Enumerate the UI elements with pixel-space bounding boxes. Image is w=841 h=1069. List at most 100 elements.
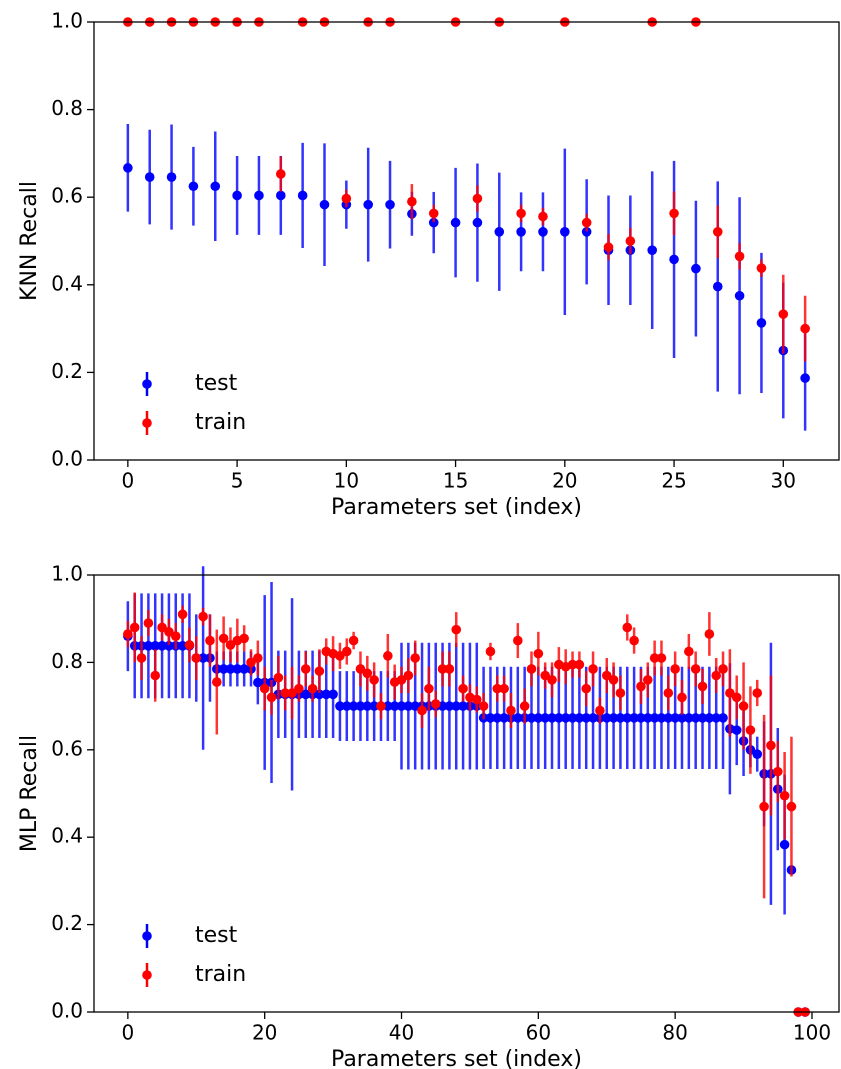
point (697, 713, 708, 723)
point (123, 629, 133, 639)
point (450, 217, 461, 228)
y-tick-label: 0.4 (51, 271, 83, 295)
point (779, 839, 790, 850)
point (123, 163, 133, 173)
point (300, 664, 311, 674)
point (663, 713, 674, 723)
point (355, 664, 366, 674)
point (656, 713, 667, 723)
point (574, 713, 585, 723)
point (492, 683, 503, 694)
point (297, 190, 308, 201)
point (396, 675, 407, 685)
x-axis-label: Parameters set (index) (331, 1047, 582, 1069)
point (533, 713, 544, 723)
y-tick-label: 0.0 (51, 999, 83, 1023)
point (362, 668, 373, 679)
point (383, 651, 393, 661)
point (656, 653, 667, 663)
point (218, 633, 229, 644)
point (756, 318, 767, 328)
point (499, 683, 509, 694)
point (513, 713, 523, 723)
point (540, 670, 550, 681)
point (647, 245, 658, 255)
point (188, 181, 199, 192)
point (385, 199, 395, 210)
point (629, 635, 639, 646)
point (494, 227, 505, 237)
point (704, 713, 715, 723)
point (625, 236, 636, 246)
point (253, 677, 263, 688)
point (595, 705, 605, 716)
y-tick-label: 0.2 (51, 911, 83, 935)
point (458, 683, 468, 694)
point (684, 646, 694, 657)
point (341, 193, 352, 204)
point (588, 713, 598, 723)
point (348, 635, 359, 646)
point (417, 705, 427, 716)
point (574, 659, 585, 670)
point (684, 713, 694, 723)
point (287, 688, 297, 698)
point (567, 713, 578, 723)
point (538, 227, 548, 237)
point (314, 666, 325, 676)
legend-box (110, 358, 270, 450)
point (718, 664, 728, 674)
point (731, 725, 742, 735)
point (669, 208, 679, 219)
point (636, 681, 646, 692)
x-tick-label: 20 (552, 469, 577, 493)
point (485, 646, 496, 657)
point (273, 672, 284, 683)
point (143, 618, 154, 628)
point (300, 689, 311, 700)
point (254, 190, 264, 201)
point (239, 664, 249, 674)
point (164, 627, 174, 637)
point (734, 251, 745, 262)
point (239, 633, 249, 644)
point (759, 801, 769, 812)
point (649, 713, 660, 723)
point (622, 622, 633, 633)
point (177, 609, 188, 620)
point (403, 670, 414, 681)
point (253, 653, 263, 663)
point (690, 664, 701, 674)
x-tick-label: 100 (793, 1021, 831, 1045)
point (603, 242, 614, 252)
y-axis-label: MLP Recall (17, 735, 42, 852)
point (766, 740, 776, 751)
point (601, 670, 612, 681)
point (150, 670, 161, 681)
x-tick-label: 25 (661, 469, 686, 493)
point (184, 640, 195, 650)
point (205, 635, 215, 646)
point (144, 172, 155, 182)
point (547, 675, 557, 685)
point (670, 713, 680, 723)
x-tick-label: 40 (389, 1021, 414, 1045)
point (779, 790, 790, 801)
point (225, 640, 236, 650)
y-tick-label: 0.6 (51, 736, 83, 760)
point (472, 217, 483, 228)
point (444, 664, 455, 674)
point (166, 172, 177, 182)
y-tick-label: 1.0 (51, 562, 83, 586)
point (136, 653, 147, 663)
point (369, 675, 379, 685)
y-tick-label: 0.2 (51, 359, 83, 383)
point (752, 749, 763, 759)
legend-marker (142, 379, 152, 389)
point (246, 657, 256, 668)
point (275, 190, 286, 201)
point (554, 713, 564, 723)
point (348, 701, 359, 711)
point (669, 254, 679, 265)
point (636, 713, 646, 723)
